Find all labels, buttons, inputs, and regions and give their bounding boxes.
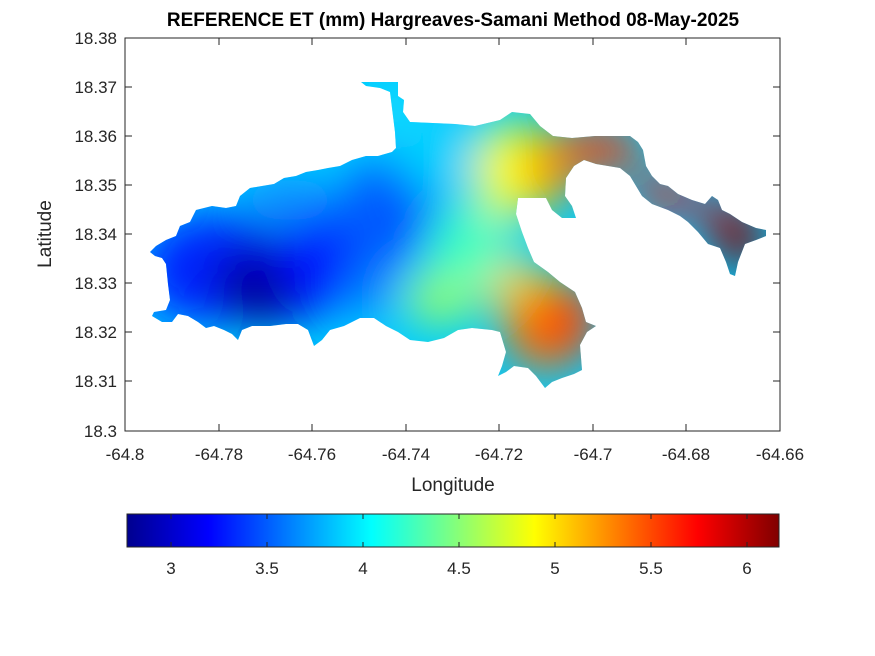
- y-tick-labels: 18.38 18.37 18.36 18.35 18.34 18.33 18.3…: [74, 29, 117, 441]
- x-tick-label: -64.66: [756, 445, 804, 464]
- x-tick-label: -64.8: [106, 445, 145, 464]
- colorbar-tick-label: 5.5: [639, 559, 663, 578]
- x-tick-label: -64.76: [288, 445, 336, 464]
- y-tick-label: 18.36: [74, 127, 117, 146]
- colorbar-tick-label: 4: [358, 559, 367, 578]
- colorbar-tick-label: 3.5: [255, 559, 279, 578]
- y-tick-label: 18.34: [74, 225, 117, 244]
- colorbar-tick-label: 6: [742, 559, 751, 578]
- y-tick-label: 18.33: [74, 274, 117, 293]
- y-tick-label: 18.37: [74, 78, 117, 97]
- x-tick-label: -64.68: [662, 445, 710, 464]
- colorbar: [126, 513, 780, 548]
- x-tick-label: -64.72: [475, 445, 523, 464]
- x-tick-label: -64.74: [382, 445, 430, 464]
- colorbar-tick-labels: 3 3.5 4 4.5 5 5.5 6: [166, 559, 751, 578]
- colorbar-tick-label: 3: [166, 559, 175, 578]
- y-tick-label: 18.38: [74, 29, 117, 48]
- x-axis-label: Longitude: [411, 475, 494, 496]
- chart-title: REFERENCE ET (mm) Hargreaves-Samani Meth…: [167, 10, 740, 31]
- y-tick-label: 18.32: [74, 323, 117, 342]
- x-tick-label: -64.7: [574, 445, 613, 464]
- y-tick-label: 18.31: [74, 372, 117, 391]
- colorbar-ticks: [170, 514, 748, 547]
- x-tick-label: -64.78: [195, 445, 243, 464]
- tick-marks: [125, 38, 780, 431]
- x-tick-labels: -64.8 -64.78 -64.76 -64.74 -64.72 -64.7 …: [106, 445, 804, 464]
- y-tick-label: 18.35: [74, 176, 117, 195]
- y-axis-label: Latitude: [35, 200, 56, 268]
- colorbar-tick-label: 5: [550, 559, 559, 578]
- y-tick-label: 18.3: [84, 422, 117, 441]
- colorbar-tick-label: 4.5: [447, 559, 471, 578]
